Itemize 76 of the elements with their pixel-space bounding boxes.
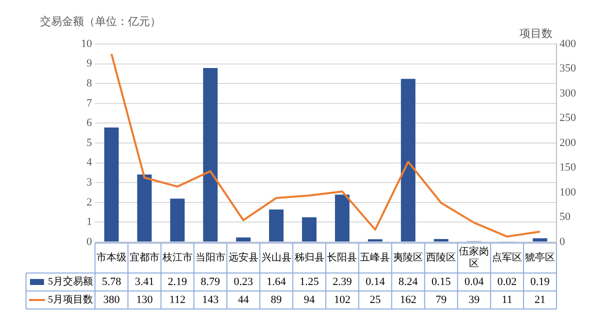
data-label: 0.02 — [497, 276, 517, 288]
data-label: 1.64 — [266, 276, 286, 288]
data-label: 380 — [103, 294, 120, 306]
x-tick-label: 市本级 — [96, 252, 126, 264]
data-label: 102 — [334, 294, 350, 306]
y-tick-label: 10 — [81, 38, 92, 50]
y-tick-label: 7 — [86, 97, 92, 110]
x-tick-label: 枝江市 — [161, 252, 192, 264]
data-label: 143 — [202, 294, 220, 306]
data-label: 11 — [502, 294, 512, 306]
bar — [203, 68, 218, 242]
x-tick-label: 远安县 — [228, 252, 258, 264]
y-tick-label: 0 — [86, 236, 92, 248]
bar — [236, 237, 251, 242]
x-tick-label: 秭归县 — [294, 252, 324, 264]
bar — [137, 174, 152, 242]
x-tick-label: 当阳市 — [195, 252, 226, 264]
data-label: 0.14 — [366, 276, 386, 288]
bar — [269, 210, 284, 242]
data-label: 130 — [136, 294, 154, 306]
y-tick-label: 5 — [86, 136, 92, 149]
y-tick-label: 8 — [86, 77, 92, 90]
data-label: 2.39 — [332, 276, 352, 288]
data-label: 3.41 — [134, 276, 154, 288]
x-tick-label: 夷陵区 — [393, 252, 424, 264]
y2-tick-label: 50 — [560, 211, 571, 224]
y-tick-label: 9 — [86, 58, 92, 70]
data-label: 94 — [304, 294, 316, 306]
data-label: 162 — [400, 294, 416, 306]
y-tick-label: 6 — [86, 117, 92, 130]
data-label: 0.15 — [432, 276, 452, 288]
x-tick-label: 五峰县 — [360, 252, 390, 264]
bar — [302, 217, 317, 242]
y2-tick-label: 400 — [560, 38, 576, 50]
y2-tick-label: 0 — [560, 236, 566, 248]
y2-axis-title: 项目数 — [520, 28, 552, 40]
x-tick-label: 猇亭区 — [525, 252, 556, 264]
bar — [104, 128, 119, 242]
bar — [400, 78, 416, 242]
y2-tick-label: 150 — [560, 162, 576, 174]
y-tick-label: 2 — [86, 196, 92, 208]
y2-tick-label: 250 — [560, 112, 576, 124]
y-tick-label: 4 — [86, 156, 92, 169]
y2-tick-label: 350 — [560, 62, 576, 75]
x-tick-label: 点军区 — [492, 252, 522, 264]
y2-tick-label: 300 — [560, 87, 576, 100]
data-label: 25 — [370, 294, 382, 306]
x-tick-label: 西陵区 — [426, 252, 456, 264]
x-tick-label: 长阳县 — [327, 252, 358, 264]
data-label: 39 — [468, 294, 480, 306]
data-label: 21 — [534, 294, 546, 306]
data-label: 0.04 — [464, 276, 484, 288]
legend-label: 5月交易额 — [48, 276, 93, 288]
data-label: 8.79 — [200, 276, 220, 288]
bar — [334, 194, 350, 242]
data-label: 89 — [270, 294, 282, 306]
data-label: 0.23 — [234, 276, 254, 288]
x-tick-label: 兴山县 — [261, 252, 292, 264]
x-tick-label: 宜都市 — [129, 252, 160, 264]
y-tick-label: 3 — [86, 176, 92, 188]
data-label: 8.24 — [398, 276, 418, 288]
data-label: 1.25 — [300, 276, 320, 288]
data-label: 0.19 — [530, 276, 550, 288]
data-label: 79 — [436, 294, 448, 306]
bar — [532, 238, 548, 242]
y-tick-label: 1 — [86, 216, 92, 228]
y2-tick-label: 100 — [560, 186, 576, 198]
legend-label: 5月项目数 — [48, 294, 93, 306]
data-label: 44 — [238, 294, 250, 306]
y-axis-title: 交易金额（单位：亿元） — [40, 14, 161, 28]
data-label: 2.19 — [168, 276, 188, 288]
x-tick-label: 伍家岗区 — [459, 246, 490, 270]
y2-tick-label: 200 — [560, 136, 576, 149]
bar — [170, 198, 185, 242]
data-label: 112 — [169, 294, 186, 306]
data-label: 5.78 — [102, 276, 122, 288]
